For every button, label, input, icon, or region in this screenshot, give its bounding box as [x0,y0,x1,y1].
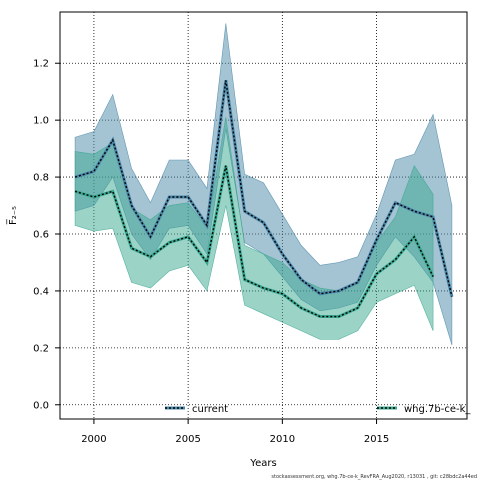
series-line-0 [74,80,453,297]
legend-label-0: current [192,404,228,415]
legend-label-1: whg.7b-ce-k_ [404,404,471,415]
y-tick-label: 0.4 [33,286,49,297]
y-axis: 0.0 0.2 0.4 0.6 0.8 1.0 1.2 [33,59,60,411]
legend: current whg.7b-ce-k_ [165,404,471,415]
x-axis: 2000 2005 2010 2015 [81,419,389,445]
y-tick-label: 1.0 [33,116,49,127]
y-tick-label: 0.0 [33,400,49,411]
x-axis-title: Years [249,458,276,469]
y-tick-label: 0.2 [33,343,49,354]
y-tick-label: 0.6 [33,230,49,241]
x-tick-label: 2000 [81,434,106,445]
y-axis-title: F̅₂₋₅ [6,206,19,225]
plot-frame [59,11,468,420]
series-line-1 [74,165,434,318]
series-lines [74,80,454,319]
y-tick-label: 1.2 [33,59,49,70]
footer-note: stockassessment.org, whg.7b-ce-k_RevFRA_… [271,474,477,480]
x-tick-label: 2015 [364,434,389,445]
x-tick-label: 2005 [175,434,200,445]
y-tick-label: 0.8 [33,173,49,184]
x-tick-label: 2010 [270,434,295,445]
confidence-bands [74,23,453,346]
